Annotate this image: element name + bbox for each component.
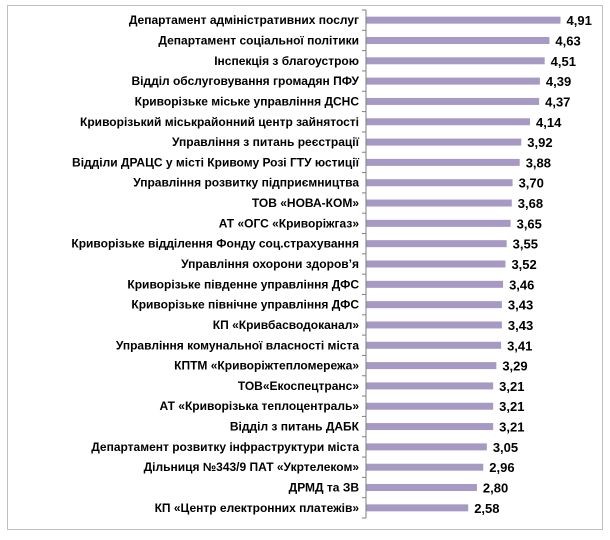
value-label: 3,65 <box>517 216 542 231</box>
category-label: КПТМ «Криворіжтепломережа» <box>174 359 359 373</box>
category-label: ТОВ «НОВА-КОМ» <box>252 196 359 210</box>
category-label: Криворізький міськрайонний центр зайнято… <box>80 115 359 129</box>
value-label: 3,88 <box>526 155 551 170</box>
category-label: Управління розвитку підприємництва <box>133 176 359 190</box>
category-label: КП «Кривбасводоканал» <box>213 318 360 332</box>
value-label: 3,43 <box>508 298 533 313</box>
value-label: 3,29 <box>502 359 527 374</box>
category-label: Департамент розвитку інфраструктури міст… <box>91 440 359 454</box>
bar <box>366 77 540 85</box>
bar <box>366 321 502 329</box>
value-label: 4,91 <box>567 13 592 28</box>
bar <box>366 260 506 268</box>
category-label: КП «Центр електронних платежів» <box>155 501 360 515</box>
category-label: Криворізьке північне управління ДФС <box>131 298 359 312</box>
category-label: Відділи ДРАЦС у місті Кривому Розі ГТУ ю… <box>72 155 360 169</box>
bar <box>366 16 561 24</box>
value-label: 3,70 <box>519 176 544 191</box>
value-label: 3,21 <box>499 399 524 414</box>
labels-layer: Департамент адміністративних послуг 4,91 Д… <box>71 13 591 516</box>
category-label: Дільниця №343/9 ПАТ «Укртелеком» <box>144 460 360 474</box>
bar <box>366 301 502 309</box>
value-label: 3,41 <box>507 338 532 353</box>
value-label: 4,51 <box>551 54 576 69</box>
category-label: Департамент адміністративних послуг <box>129 13 359 27</box>
bar <box>366 199 512 207</box>
bar <box>366 97 540 105</box>
category-label: ДРМД та ЗВ <box>289 481 360 495</box>
value-label: 2,96 <box>489 460 514 475</box>
category-label: АТ «Криворізька теплоцентраль» <box>160 399 360 413</box>
value-label: 2,80 <box>483 481 508 496</box>
category-label: Управління комунальної власності міста <box>116 338 359 352</box>
bar <box>366 484 477 492</box>
category-label: Відділ обслуговування громадян ПФУ <box>131 74 359 88</box>
category-label: Криворізьке міське управління ДСНС <box>135 94 360 108</box>
bar <box>366 57 545 65</box>
bar <box>366 179 513 187</box>
value-label: 3,52 <box>511 257 536 272</box>
value-label: 2,58 <box>474 501 499 516</box>
bar <box>366 158 520 166</box>
value-label: 3,43 <box>508 318 533 333</box>
value-label: 4,37 <box>545 94 570 109</box>
category-label: Інспекція з благоустрою <box>214 54 359 68</box>
bar <box>366 36 550 44</box>
bar <box>366 118 531 126</box>
category-label: ТОВ«Екоспецтранс» <box>238 379 360 393</box>
value-label: 4,14 <box>536 115 562 130</box>
value-label: 4,63 <box>555 33 580 48</box>
value-label: 3,92 <box>527 135 552 150</box>
value-label: 4,39 <box>546 74 571 89</box>
value-label: 3,21 <box>499 420 524 435</box>
bar <box>366 341 502 349</box>
bar <box>366 504 469 512</box>
category-label: Департамент соціальної політики <box>158 33 359 47</box>
bar <box>366 423 494 431</box>
category-label: Криворізьке південне управління ДФС <box>127 277 359 291</box>
category-label: Відділ з питань ДАБК <box>230 420 360 434</box>
bar <box>366 219 511 227</box>
bar <box>366 443 487 451</box>
bar <box>366 382 494 390</box>
category-label: Криворізьке відділення Фонду соц.страхув… <box>71 237 359 251</box>
category-label: Управління з питань реєстрації <box>172 135 360 149</box>
bar <box>366 280 504 288</box>
bar <box>366 463 484 471</box>
category-label: АТ «ОГС «Криворіжгаз» <box>219 216 360 230</box>
bar <box>366 362 497 370</box>
value-label: 3,68 <box>518 196 543 211</box>
category-label: Управління охорони здоров’я <box>181 257 359 271</box>
bar <box>366 402 494 410</box>
bar <box>366 138 522 146</box>
bar <box>366 240 507 248</box>
bars-layer <box>362 9 561 519</box>
value-label: 3,55 <box>513 237 538 252</box>
value-label: 3,21 <box>499 379 524 394</box>
value-label: 3,46 <box>509 277 534 292</box>
value-label: 3,05 <box>493 440 518 455</box>
